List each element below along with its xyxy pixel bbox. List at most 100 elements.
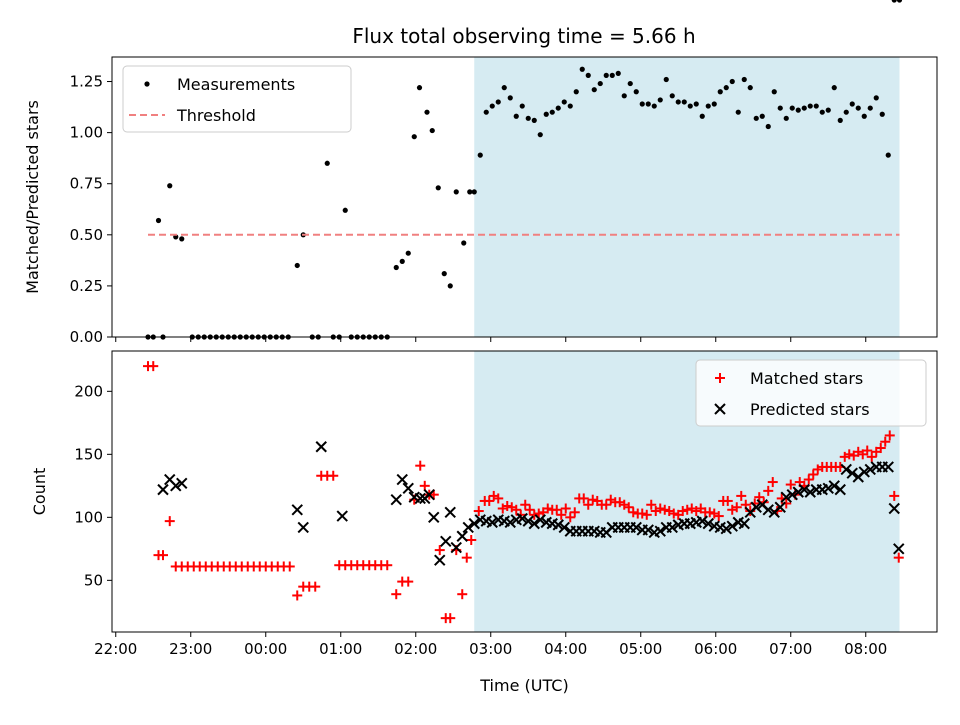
measurement-point <box>549 109 555 115</box>
predicted-point <box>444 506 456 518</box>
xtick-label: 22:00 <box>94 640 137 658</box>
predicted-point <box>774 501 786 513</box>
measurement-point <box>555 105 561 111</box>
matched-point <box>623 502 634 513</box>
matched-point <box>148 361 159 372</box>
predicted-point <box>720 522 732 535</box>
matched-point <box>457 589 468 600</box>
predicted-point <box>864 463 876 476</box>
matched-point <box>704 507 715 518</box>
measurement-point <box>633 89 639 95</box>
matched-point <box>767 477 778 488</box>
measurement-point <box>885 152 891 158</box>
predicted-point <box>666 521 678 534</box>
predicted-point <box>702 517 714 530</box>
matched-point <box>569 507 580 518</box>
predicted-point <box>552 519 564 531</box>
ytick-label: 0.75 <box>70 175 103 193</box>
matched-point <box>862 445 873 456</box>
matched-point <box>677 506 688 517</box>
predicted-point <box>888 502 900 515</box>
xtick-label: 05:00 <box>619 640 662 658</box>
matched-point <box>628 507 639 518</box>
matched-point <box>542 503 553 514</box>
predicted-point <box>534 514 546 526</box>
matched-point <box>601 499 612 510</box>
measurement-point <box>447 283 453 289</box>
measurement-point <box>531 117 537 123</box>
matched-point <box>511 504 522 515</box>
predicted-point <box>893 543 905 555</box>
predicted-point <box>786 488 798 501</box>
top-axes-frame <box>111 56 938 338</box>
predicted-point <box>462 521 474 534</box>
ytick-label: 0.00 <box>70 328 103 346</box>
matched-point <box>731 502 742 513</box>
matched-point <box>583 499 594 510</box>
predicted-point <box>468 517 480 530</box>
matched-point <box>493 493 504 504</box>
matched-point <box>889 490 900 501</box>
predicted-point <box>882 461 894 473</box>
measurement-point <box>441 271 447 277</box>
predicted-point <box>516 512 528 525</box>
measurement-point <box>416 85 423 91</box>
measurement-point <box>843 109 849 115</box>
measurement-point <box>879 111 885 117</box>
matched-point <box>461 552 472 563</box>
predicted-point <box>297 521 309 534</box>
measurement-point <box>645 101 651 107</box>
predicted-point <box>642 524 654 536</box>
measurement-point <box>693 101 699 107</box>
legend-label: Threshold <box>176 106 256 125</box>
ytick-label: 0.25 <box>70 277 103 295</box>
predicted-point <box>828 480 840 492</box>
ytick-label: 100 <box>74 508 103 526</box>
matched-point <box>434 545 445 556</box>
matched-point <box>292 590 303 601</box>
measurement-point <box>699 113 705 119</box>
matched-point <box>722 495 733 506</box>
top-ylabel: Matched/Predicted stars <box>23 100 42 294</box>
matched-point <box>415 460 426 471</box>
measurement-point <box>513 113 519 119</box>
predicted-point <box>780 491 792 503</box>
predicted-point <box>822 482 834 495</box>
measurement-point <box>849 101 855 107</box>
legend-label: Matched stars <box>750 369 863 388</box>
predicted-point <box>315 441 327 453</box>
predicted-point <box>696 515 708 527</box>
matched-point <box>310 581 321 592</box>
chart-title: Flux total observing time = 5.66 h <box>352 24 695 48</box>
measurement-point <box>795 107 801 113</box>
xtick-label: 06:00 <box>694 640 737 658</box>
measurement-point <box>424 109 430 115</box>
xtick-label: 02:00 <box>394 640 437 658</box>
matched-point <box>736 490 747 501</box>
measurement-point <box>597 80 603 87</box>
predicted-point <box>834 483 846 496</box>
predicted-point <box>423 488 435 501</box>
measurement-point <box>501 85 507 91</box>
legend-swatch <box>715 373 725 383</box>
predicted-point <box>630 521 642 534</box>
measurement-point <box>681 99 687 105</box>
predicted-point <box>402 482 414 495</box>
matched-point <box>587 494 598 505</box>
matched-point <box>880 436 891 447</box>
matched-point <box>875 443 886 454</box>
matched-point <box>158 550 168 561</box>
measurement-point <box>657 97 663 103</box>
measurement-point <box>573 89 579 95</box>
measurement-point <box>591 87 597 93</box>
matched-point <box>520 499 531 510</box>
measurement-point <box>155 217 162 224</box>
measurement-point <box>467 189 473 195</box>
matched-point <box>524 504 535 515</box>
matched-point <box>445 613 456 624</box>
measurement-point <box>525 115 531 121</box>
observing-window-shade <box>474 57 900 337</box>
measurement-point <box>855 105 861 111</box>
matched-point <box>328 470 339 481</box>
